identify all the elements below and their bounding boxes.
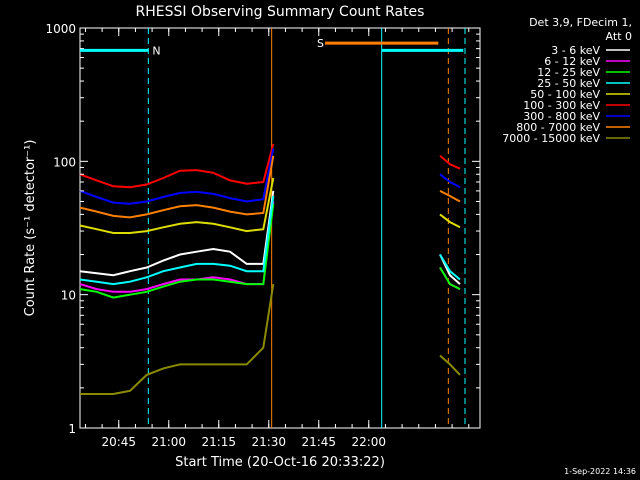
legend-label: 100 - 300 keV: [523, 99, 600, 112]
y-tick-label: 1: [68, 422, 76, 436]
series-line: [79, 203, 275, 299]
legend-label: 800 - 7000 keV: [516, 121, 600, 134]
series-line: [439, 173, 461, 189]
plot-frame: [79, 27, 481, 429]
x-tick-label: 21:15: [201, 435, 236, 449]
legend-label: 7000 - 15000 keV: [502, 132, 600, 145]
x-tick-label: 22:00: [351, 435, 386, 449]
series-line: [79, 155, 275, 219]
timestamp: 1-Sep-2022 14:36: [564, 467, 636, 476]
legend-label: 3 - 6 keV: [551, 44, 600, 57]
series-line: [439, 155, 461, 170]
legend-label: 12 - 25 keV: [537, 66, 600, 79]
legend-label: 300 - 800 keV: [523, 110, 600, 123]
annotation-layer: NS: [80, 28, 466, 428]
series-line: [79, 177, 275, 234]
x-tick-label: 21:45: [301, 435, 336, 449]
legend-label: 25 - 50 keV: [537, 77, 600, 90]
series-line: [439, 354, 461, 376]
legend-label: 50 - 100 keV: [530, 88, 600, 101]
legend-header-line-2: Att 0: [606, 30, 632, 43]
x-tick-label: 21:30: [251, 435, 286, 449]
series-line: [79, 143, 275, 189]
series-line: [439, 190, 461, 203]
x-tick-label: 21:00: [151, 435, 186, 449]
x-axis: 20:45 21:00 21:15 21:30 21:45 22:00: [84, 28, 470, 449]
series-line: [79, 148, 275, 205]
chart-title: RHESSI Observing Summary Count Rates: [136, 4, 425, 20]
y-tick-label: 10: [61, 289, 76, 303]
x-axis-label: Start Time (20-Oct-16 20:33:22): [175, 455, 385, 470]
legend-label: 6 - 12 keV: [544, 55, 600, 68]
series-line: [79, 190, 275, 277]
series-line: [79, 195, 275, 286]
series-line: [439, 213, 461, 229]
series-layer: [79, 143, 461, 395]
y-axis: 1 10 100 1000: [45, 22, 480, 436]
y-tick-label: 100: [53, 155, 76, 169]
interval-label: S: [317, 37, 324, 50]
interval-label: N: [152, 44, 160, 57]
series-line: [439, 266, 461, 290]
y-tick-label: 1000: [45, 22, 76, 36]
x-tick-label: 20:45: [101, 435, 136, 449]
series-line: [80, 283, 275, 395]
y-axis-label: Count Rate (s⁻¹ detector⁻¹): [23, 140, 38, 317]
series-line: [439, 253, 461, 281]
legend-header-line-1: Det 3,9, FDecim 1,: [529, 16, 632, 29]
